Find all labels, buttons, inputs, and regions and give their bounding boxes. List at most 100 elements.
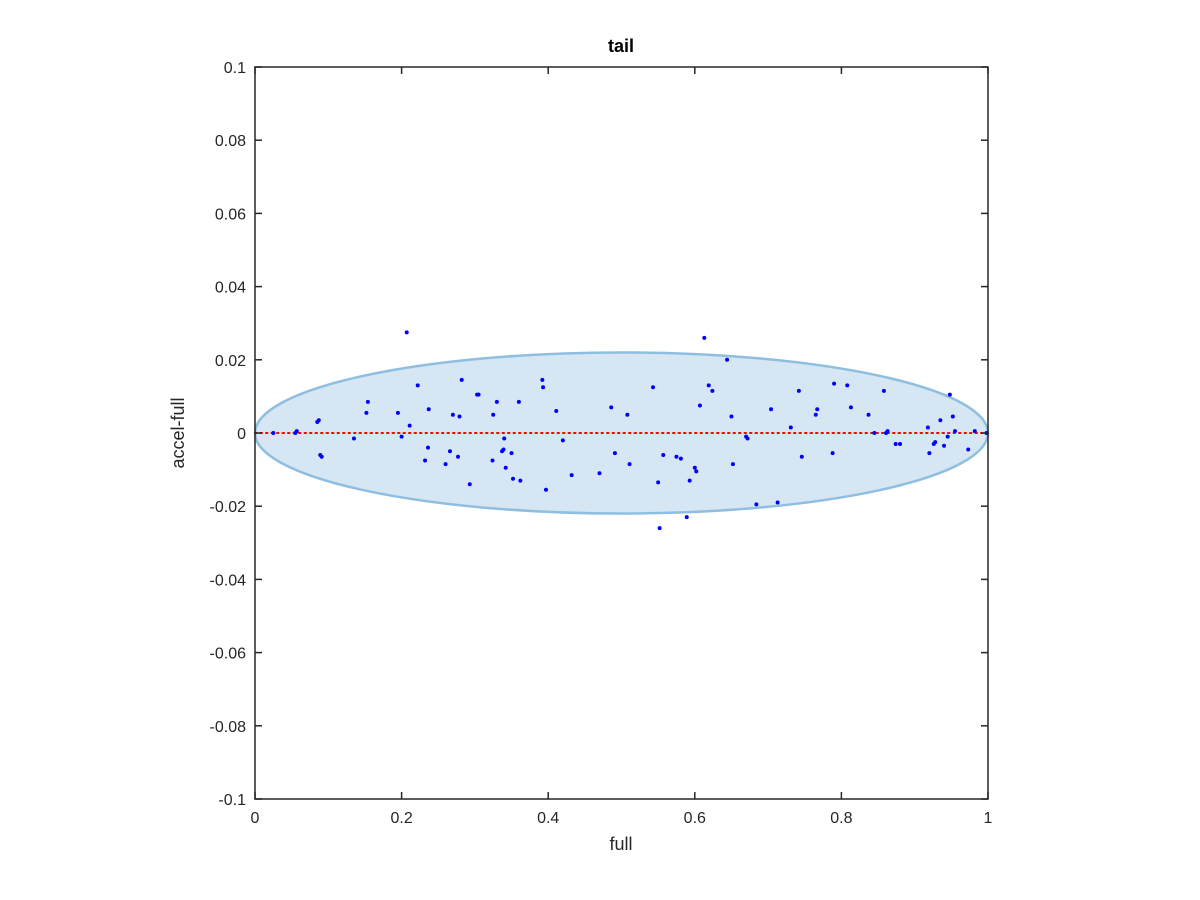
data-point — [494, 399, 499, 404]
data-point — [745, 436, 750, 441]
data-point — [661, 452, 666, 457]
data-point — [447, 449, 452, 454]
data-point — [730, 462, 735, 467]
data-point — [399, 434, 404, 439]
x-tick-label: 0 — [251, 810, 260, 827]
data-point — [456, 454, 461, 459]
data-point — [898, 441, 903, 446]
data-point — [872, 431, 877, 435]
data-point — [947, 392, 952, 397]
data-point — [467, 482, 472, 487]
data-point — [491, 412, 496, 417]
data-point — [651, 385, 656, 390]
x-tick-label: 0.6 — [684, 810, 706, 827]
x-axis-label: full — [609, 834, 632, 854]
data-point — [927, 451, 932, 456]
data-point — [788, 425, 793, 430]
data-point — [569, 473, 574, 478]
data-point — [612, 451, 617, 456]
data-point — [845, 383, 850, 388]
data-point — [443, 462, 448, 467]
y-tick-label: 0 — [237, 426, 246, 443]
data-point — [813, 412, 818, 417]
data-point — [702, 335, 707, 340]
data-point — [351, 436, 356, 441]
data-point — [294, 429, 299, 434]
data-point — [729, 414, 734, 419]
data-point — [625, 412, 630, 417]
x-tick-label: 0.4 — [537, 810, 559, 827]
x-tick-label: 0.8 — [830, 810, 852, 827]
y-tick-label: 0.06 — [215, 206, 246, 223]
data-point — [972, 429, 977, 434]
y-tick-label: 0.08 — [215, 133, 246, 150]
data-point — [395, 410, 400, 415]
data-point — [459, 377, 464, 382]
data-point — [316, 418, 321, 423]
data-point — [697, 403, 702, 408]
data-point — [775, 500, 780, 505]
data-point — [271, 431, 276, 435]
data-point — [540, 377, 545, 382]
data-point — [657, 526, 662, 531]
data-point — [509, 451, 514, 456]
data-point — [832, 381, 837, 386]
y-axis-label: accel-full — [168, 397, 188, 468]
data-point — [866, 412, 871, 417]
y-tick-label: 0.02 — [215, 353, 246, 370]
data-point — [476, 392, 481, 397]
data-point — [678, 456, 683, 461]
data-point — [725, 357, 730, 362]
data-point — [815, 407, 820, 412]
data-point — [953, 429, 958, 434]
y-tick-label: -0.04 — [210, 572, 247, 589]
data-point — [518, 478, 523, 483]
data-point — [365, 399, 370, 404]
data-point — [364, 410, 369, 415]
data-point — [830, 451, 835, 456]
chart-title: tail — [608, 36, 634, 56]
data-point — [942, 443, 947, 448]
data-point — [706, 383, 711, 388]
data-point — [597, 471, 602, 476]
data-point — [710, 388, 715, 393]
data-point — [502, 436, 507, 441]
data-point — [426, 407, 431, 412]
data-point — [893, 441, 898, 446]
y-tick-label: -0.1 — [218, 792, 246, 809]
y-tick-label: 0.1 — [224, 60, 246, 77]
data-point — [490, 458, 495, 463]
data-point — [503, 465, 508, 470]
data-point — [450, 412, 455, 417]
data-point — [423, 458, 428, 463]
data-point — [560, 438, 565, 443]
data-point — [848, 405, 853, 410]
data-point — [769, 407, 774, 412]
data-point — [692, 465, 697, 470]
data-point — [541, 385, 546, 390]
data-point — [945, 434, 950, 439]
data-point — [319, 454, 324, 459]
data-point — [501, 447, 506, 452]
data-point — [694, 469, 699, 474]
data-point — [881, 388, 886, 393]
data-point — [609, 405, 614, 410]
data-point — [457, 414, 462, 419]
y-tick-label: -0.08 — [210, 719, 247, 736]
data-point — [544, 487, 549, 492]
data-point — [656, 480, 661, 485]
data-point — [425, 445, 430, 450]
data-point — [885, 429, 890, 434]
data-point — [925, 425, 930, 430]
data-point — [754, 502, 759, 507]
data-point — [950, 414, 955, 419]
data-point — [511, 476, 516, 481]
data-point — [404, 330, 409, 335]
data-point — [627, 462, 632, 467]
data-point — [674, 454, 679, 459]
data-point — [687, 478, 692, 483]
x-tick-label: 1 — [984, 810, 993, 827]
data-point — [796, 388, 801, 393]
data-point — [415, 383, 420, 388]
